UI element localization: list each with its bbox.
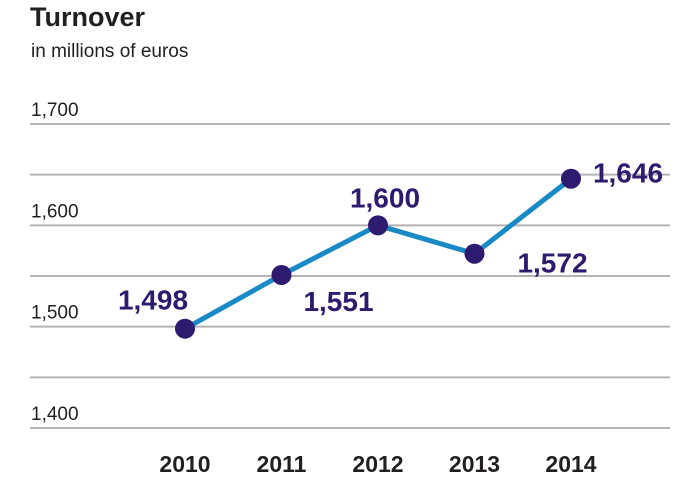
data-point (464, 243, 485, 264)
y-tick-label: 1,600 (31, 201, 79, 222)
data-point (561, 168, 581, 189)
data-point (175, 318, 195, 339)
x-tick-label: 2013 (449, 451, 500, 477)
chart-subtitle: in millions of euros (31, 41, 189, 62)
data-label: 1,600 (350, 182, 420, 213)
data-label: 1,551 (303, 286, 373, 317)
y-tick-label: 1,400 (31, 404, 79, 425)
data-point (368, 215, 388, 236)
x-tick-label: 2010 (159, 451, 210, 477)
data-point (271, 264, 292, 285)
y-tick-label: 1,500 (31, 303, 79, 324)
data-label: 1,572 (517, 248, 587, 279)
x-tick-label: 2012 (352, 451, 403, 477)
chart-title: Turnover (30, 2, 146, 32)
data-label: 1,498 (118, 285, 188, 316)
x-tick-label: 2014 (545, 451, 596, 477)
y-tick-label: 1,700 (31, 100, 79, 121)
x-tick-label: 2011 (257, 451, 307, 477)
data-label: 1,646 (593, 158, 663, 189)
